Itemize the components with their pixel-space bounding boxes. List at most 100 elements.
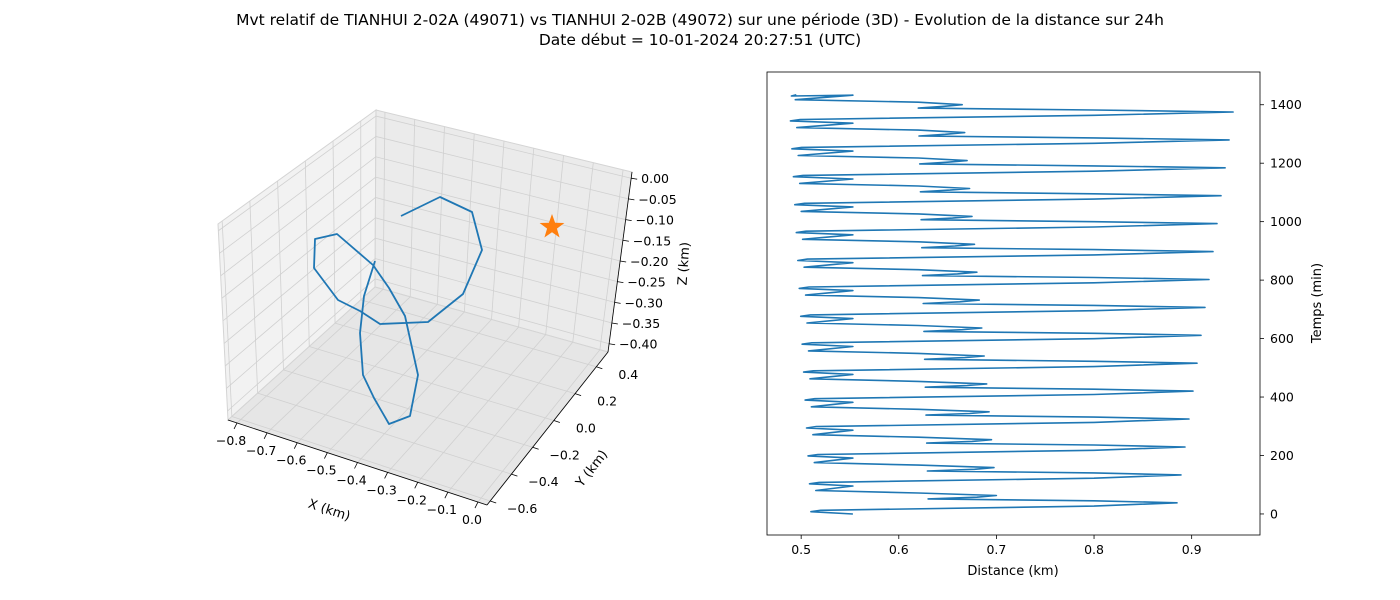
grid-line-x-back — [436, 126, 445, 305]
grid-line-x-back — [599, 169, 624, 350]
y-axis-line — [486, 351, 609, 506]
grid-line-x-back — [518, 148, 535, 328]
axes-3d: −0.8−0.7−0.6−0.5−0.4−0.3−0.2−0.10.0−0.6−… — [216, 109, 694, 527]
x-tick-label: −0.2 — [397, 492, 427, 507]
y-tick-label: 0.2 — [597, 394, 617, 409]
star-marker — [539, 214, 565, 238]
z-tick-label: −0.15 — [633, 233, 671, 248]
grid-line-x-floor — [236, 288, 384, 424]
grid-line-y-back — [332, 140, 336, 324]
y-tick-mark — [596, 366, 603, 370]
x-tick-label-2d: 0.6 — [889, 542, 909, 557]
x-tick-label-2d: 0.9 — [1182, 542, 1202, 557]
x-axis-label-2d: Distance (km) — [967, 564, 1058, 579]
z-tick-mark — [628, 198, 635, 201]
axes-2d: 0.5 0.6 0.7 0.8 0.9 0 200 400 600 800 1000 1200 1400… — [766, 71, 1325, 579]
grid-line-x-back — [545, 155, 564, 335]
y-tick-label-2d: 200 — [1270, 448, 1294, 463]
y-tick-label-2d: 800 — [1270, 273, 1294, 288]
grid-line-y-back — [277, 180, 284, 370]
x-axis-label: X (km) — [306, 497, 352, 525]
x-tick-label: −0.8 — [216, 433, 246, 448]
y-tick-label-2d: 400 — [1270, 390, 1294, 405]
z-tick-label: −0.05 — [638, 192, 676, 207]
x-tick-label-2d: 0.8 — [1084, 542, 1104, 557]
y-tick-label-2d: 1000 — [1270, 214, 1302, 229]
grid-line-z — [221, 176, 623, 299]
y-tick-label: 0.0 — [576, 420, 596, 435]
y-tick-label-2d: 1200 — [1270, 156, 1302, 171]
x-tick-label-2d: 0.7 — [986, 542, 1006, 557]
grid-line-z — [219, 136, 629, 254]
y-tick-label: −0.4 — [528, 474, 558, 489]
z-tick-label: −0.40 — [619, 337, 657, 352]
grid-line-y-floor — [283, 369, 533, 448]
grid-line-x-floor — [357, 319, 492, 463]
y-tick-mark — [553, 420, 560, 423]
grid-line-x-back — [572, 162, 594, 343]
z-tick-mark — [625, 219, 632, 221]
x-tick-mark — [354, 462, 358, 469]
grid-line-z — [223, 217, 618, 344]
grid-line-x-floor — [447, 341, 574, 493]
z-tick-mark — [611, 322, 618, 325]
x-tick-label: −0.5 — [306, 463, 336, 478]
y-tick-label-2d: 600 — [1270, 331, 1294, 346]
grid-line-y-back — [221, 220, 233, 417]
chart-title-line-1: Mvt relatif de TIANHUI 2-02A (49071) vs … — [236, 11, 1164, 29]
x-tick-label: −0.3 — [366, 482, 396, 497]
y-tick-mark — [532, 446, 539, 450]
distance-series-line — [789, 94, 1234, 515]
grid-line-y-floor — [334, 322, 576, 394]
ticks-3d: −0.8−0.7−0.6−0.5−0.4−0.3−0.2−0.10.0−0.6−… — [216, 171, 677, 527]
trajectory-3d-line — [313, 196, 483, 425]
grid-line-z — [218, 115, 632, 232]
x-tick-mark — [414, 482, 419, 489]
z-tick-label: −0.35 — [622, 316, 660, 331]
x-tick-mark — [474, 501, 479, 509]
grid-line-y-floor — [360, 299, 597, 368]
y-tick-label: −0.6 — [507, 501, 537, 516]
grid-line-y-floor — [257, 392, 512, 475]
z-tick-label: −0.10 — [636, 213, 674, 228]
y-tick-mark — [574, 393, 582, 396]
y-tick-mark — [511, 473, 518, 477]
y-tick-label-2d: 1400 — [1270, 97, 1302, 112]
grid-line-x-back — [464, 133, 475, 312]
chart-title-line-2: Date début = 10-01-2024 20:27:51 (UTC) — [538, 31, 862, 49]
x-tick-mark — [233, 422, 238, 430]
grid-line-x-floor — [387, 326, 519, 473]
grid-line-x-floor — [266, 296, 411, 434]
x-tick-label: −0.7 — [246, 443, 276, 458]
x-tick-mark — [324, 452, 328, 459]
z-tick-mark — [620, 260, 627, 263]
z-tick-mark — [617, 281, 624, 284]
x-tick-label: −0.4 — [336, 473, 366, 488]
grid-line-x-back — [491, 140, 505, 320]
grid-line-y-floor — [231, 416, 491, 502]
y-tick-label: −0.2 — [549, 447, 579, 462]
z-axis-line — [607, 171, 633, 353]
grid-line-z — [224, 237, 615, 367]
grid-line-z — [222, 197, 621, 322]
grid-line-x-floor — [417, 334, 546, 483]
z-axis-label: Z (km) — [676, 242, 694, 286]
grid-line-z — [220, 156, 626, 277]
y-tick-label-2d: 0 — [1270, 506, 1278, 521]
x-tick-mark — [444, 491, 449, 499]
grid-line-x-floor — [296, 304, 438, 444]
grid-line-y-floor — [309, 346, 554, 421]
x-tick-mark — [263, 432, 268, 440]
x-tick-label-2d: 0.5 — [791, 542, 811, 557]
grid-line-x-back — [382, 112, 386, 290]
grid-line-y-back — [249, 200, 259, 394]
grid-line-z — [227, 278, 610, 412]
x-tick-label: −0.1 — [427, 502, 457, 517]
grid-line-x-floor — [477, 349, 601, 503]
z-tick-label: −0.30 — [625, 295, 663, 310]
grid-line-y-back — [304, 160, 310, 347]
y-tick-label: 0.4 — [618, 367, 638, 382]
z-tick-label: 0.00 — [641, 171, 669, 186]
z-tick-label: −0.25 — [627, 275, 665, 290]
